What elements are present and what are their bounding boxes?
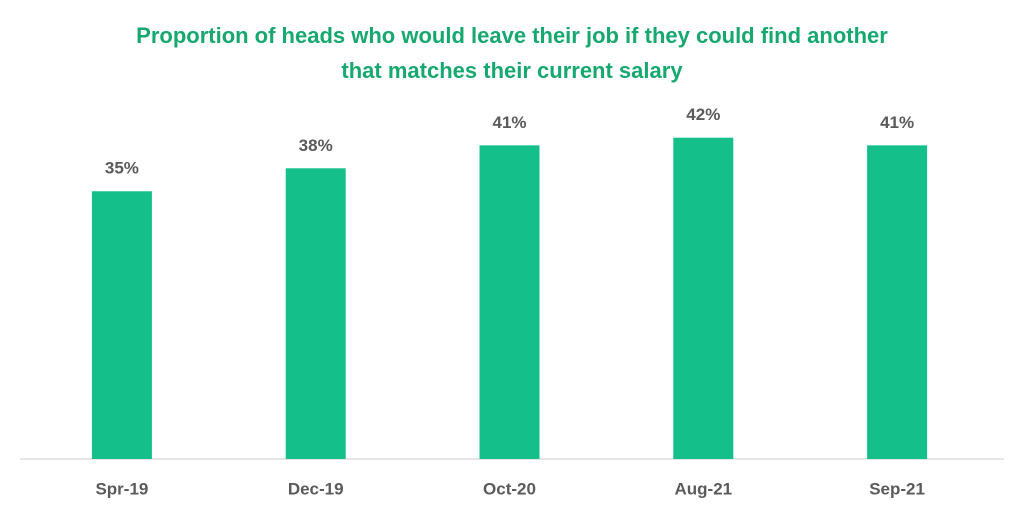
value-label: 38% xyxy=(299,136,333,155)
x-tick-label: Aug-21 xyxy=(674,479,732,498)
bar xyxy=(673,137,734,459)
chart-title: Proportion of heads who would leave thei… xyxy=(136,23,888,83)
value-label: 41% xyxy=(880,113,914,132)
bar xyxy=(479,145,540,459)
value-label: 41% xyxy=(492,113,526,132)
value-label: 42% xyxy=(686,105,720,124)
bar xyxy=(91,191,152,459)
x-tick-label: Dec-19 xyxy=(288,479,344,498)
x-tick-label: Spr-19 xyxy=(95,479,148,498)
bar xyxy=(285,168,346,460)
x-tick-label: Sep-21 xyxy=(869,479,925,498)
value-label: 35% xyxy=(105,159,139,178)
x-tick-label: Oct-20 xyxy=(483,479,536,498)
bar xyxy=(867,145,928,459)
